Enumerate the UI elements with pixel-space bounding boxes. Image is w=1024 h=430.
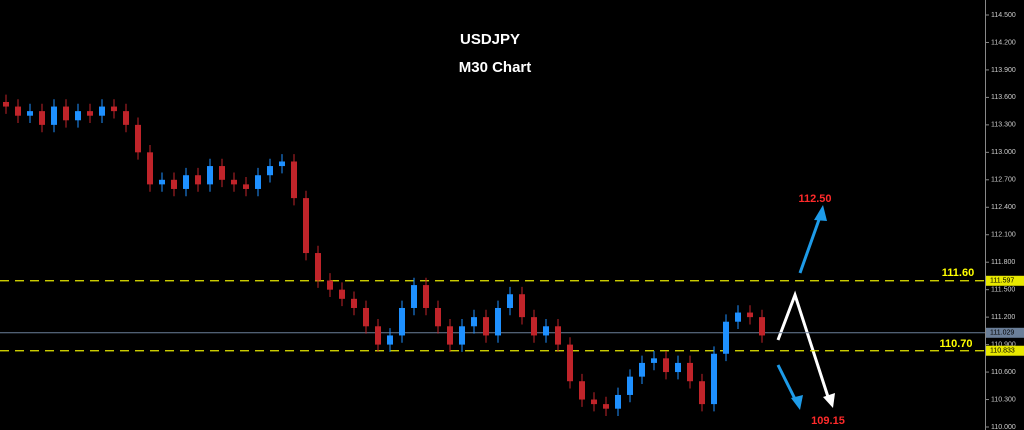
candle-body — [3, 101, 9, 107]
candle-body — [627, 376, 633, 395]
candle-body — [135, 124, 141, 153]
candle-body — [207, 166, 213, 185]
candle-body — [699, 381, 705, 405]
candle-body — [495, 307, 501, 336]
candle-body — [471, 317, 477, 327]
y-tick-label: 110.300 — [991, 396, 1016, 403]
candle-body — [375, 326, 381, 345]
y-tick-label: 113.600 — [991, 94, 1016, 101]
candle-body — [687, 362, 693, 382]
price-box — [986, 345, 1024, 356]
candle-body — [195, 175, 201, 185]
candle-body — [279, 161, 285, 167]
candle-body — [591, 399, 597, 405]
y-tick-label: 113.900 — [991, 67, 1016, 74]
price-box — [986, 327, 1024, 338]
candle-body — [123, 111, 129, 125]
candle-body — [615, 394, 621, 409]
candle-body — [447, 326, 453, 345]
projection-arrows — [776, 205, 835, 410]
candle-body — [111, 106, 117, 112]
candle-body — [423, 285, 429, 308]
y-tick-label: 112.700 — [991, 177, 1016, 184]
candle-body — [579, 381, 585, 400]
price-box-label: 111.597 — [990, 278, 1014, 285]
candle-body — [483, 317, 489, 336]
y-tick-label: 111.200 — [991, 314, 1015, 321]
y-tick-label: 114.200 — [991, 39, 1016, 46]
candle-body — [543, 326, 549, 336]
candle-body — [339, 289, 345, 299]
price-box-label: 111.029 — [990, 330, 1014, 337]
candle-body — [519, 294, 525, 318]
candle-body — [459, 326, 465, 345]
candle-body — [75, 111, 81, 121]
y-tick-label: 110.600 — [991, 369, 1016, 376]
candle-body — [747, 312, 753, 318]
annotation: 109.15 — [811, 415, 845, 427]
chart-subtitle: M30 Chart — [459, 59, 532, 76]
candle-body — [39, 111, 45, 125]
candle-body — [99, 106, 105, 116]
candle-body — [303, 198, 309, 254]
candle-body — [147, 152, 153, 185]
candle-body — [735, 312, 741, 322]
y-tick-label: 113.300 — [991, 122, 1016, 129]
candle-body — [399, 307, 405, 336]
candle-body — [531, 317, 537, 336]
candle-body — [567, 344, 573, 382]
y-tick-label: 111.500 — [991, 287, 1015, 294]
candle-body — [255, 175, 261, 189]
candle-body — [723, 321, 729, 354]
annotation: 111.60 — [942, 267, 974, 279]
candle-body — [651, 358, 657, 363]
candle-body — [267, 166, 273, 176]
price-box — [986, 275, 1024, 286]
candle-body — [411, 285, 417, 308]
candle-body — [555, 326, 561, 345]
y-tick-label: 112.100 — [991, 232, 1016, 239]
y-tick-label: 110.900 — [991, 341, 1016, 348]
candle-body — [159, 179, 165, 185]
candle-body — [675, 362, 681, 373]
candle-body — [327, 280, 333, 290]
candle-body — [27, 111, 33, 116]
candle-body — [315, 253, 321, 281]
candle-body — [87, 111, 93, 116]
y-tick-label: 110.000 — [991, 424, 1016, 430]
candle-body — [291, 161, 297, 199]
candle-body — [759, 317, 765, 336]
candle-body — [663, 358, 669, 373]
candle-body — [231, 179, 237, 185]
candle-body — [51, 106, 57, 125]
candle-body — [171, 179, 177, 189]
candle-body — [387, 335, 393, 345]
price-box-label: 110.833 — [990, 348, 1015, 355]
candle-body — [435, 307, 441, 327]
candle-body — [711, 353, 717, 405]
candle-body — [219, 166, 225, 180]
y-tick-label: 114.500 — [991, 12, 1016, 19]
candle-body — [63, 106, 69, 121]
y-tick-label: 113.000 — [991, 149, 1016, 156]
y-tick-label: 112.400 — [991, 204, 1016, 211]
chart-title: USDJPY — [460, 31, 520, 48]
candle-body — [363, 307, 369, 327]
y-tick-label: 111.800 — [991, 259, 1015, 266]
candle-body — [639, 362, 645, 377]
annotation: 110.70 — [939, 338, 972, 350]
candle-body — [183, 175, 189, 189]
annotation: 112.50 — [798, 193, 831, 205]
candle-body — [351, 298, 357, 308]
candle-body — [603, 404, 609, 409]
candle-body — [507, 294, 513, 308]
candle-body — [243, 184, 249, 189]
candle-body — [15, 106, 21, 116]
